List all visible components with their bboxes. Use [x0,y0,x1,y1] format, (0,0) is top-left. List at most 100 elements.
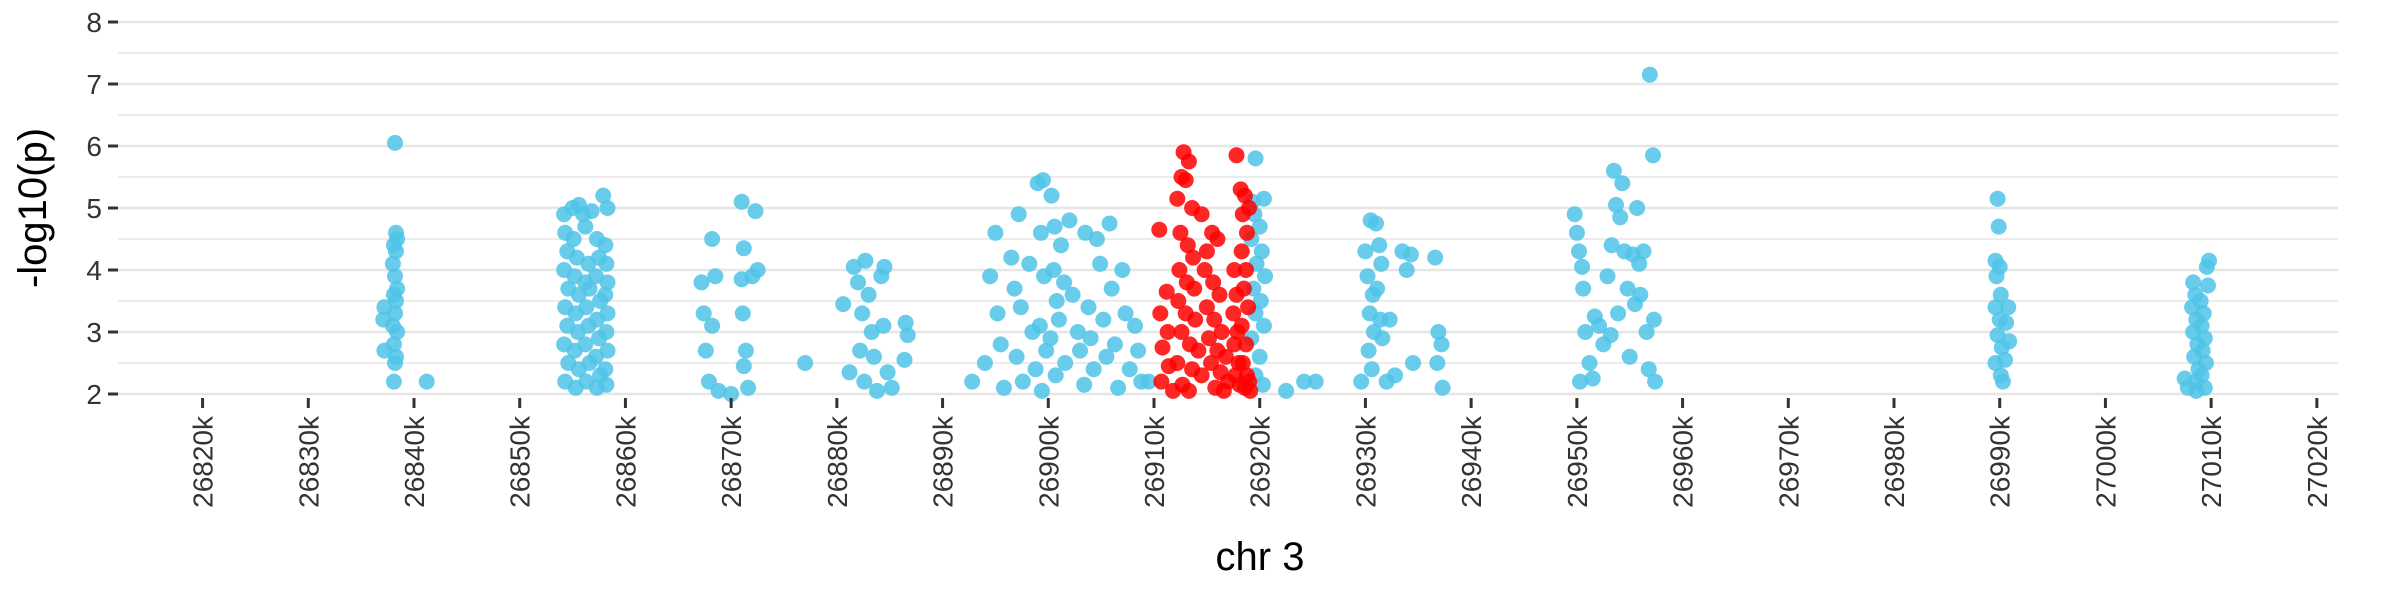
data-point [1307,373,1324,390]
data-point [1238,262,1254,278]
data-point [1110,379,1127,396]
data-point [856,373,873,390]
data-point [1186,280,1203,297]
data-point [857,252,874,269]
data-point [1430,324,1447,340]
data-point [1061,212,1078,229]
data-point [1014,373,1031,390]
data-point [1217,348,1234,365]
data-point [735,240,752,257]
data-point [734,305,751,322]
data-point [1433,336,1450,353]
data-point [1235,280,1252,297]
x-tick-label: 26990k [1985,415,2016,508]
data-point [2193,367,2210,384]
data-point [2001,333,2018,350]
data-point [1114,262,1131,278]
data-point [1010,206,1027,223]
data-point [841,364,858,381]
data-point [707,268,724,285]
x-tick-label: 26890k [928,415,959,508]
data-point [1591,317,1608,334]
data-point [1997,351,2013,368]
data-point [992,336,1009,353]
data-point [1127,317,1143,334]
data-point [1225,305,1242,322]
data-point [1572,373,1588,390]
data-point [385,336,402,353]
data-point [1053,237,1069,254]
data-point [995,379,1012,396]
data-point [1368,215,1384,232]
data-point [2193,317,2210,334]
data-point [384,255,401,272]
x-tick-label: 26860k [610,415,641,508]
data-point [982,268,999,285]
data-point [1095,311,1112,328]
x-tick-label: 26940k [1456,415,1487,508]
data-point [854,305,871,322]
data-point [749,262,766,278]
data-point [1035,172,1051,189]
data-point [1117,305,1134,322]
data-point [598,324,615,340]
data-point [1640,361,1657,378]
data-point [1170,293,1187,309]
data-point [1240,299,1257,316]
data-point [1599,268,1616,285]
data-point [1080,299,1097,316]
data-point [1629,200,1646,216]
data-point [1381,311,1398,328]
data-point [599,342,616,359]
data-point [1056,274,1073,291]
data-point [1121,361,1138,378]
x-tick-label: 27000k [2090,415,2121,508]
data-point [899,327,916,344]
data-point [577,336,594,353]
data-point [987,224,1004,241]
data-point [599,200,616,216]
data-point [1278,382,1295,399]
data-point [578,299,595,316]
data-point [1296,373,1313,390]
data-point [1603,237,1620,254]
data-point [2194,342,2211,359]
data-point [1106,336,1123,353]
data-point [1027,361,1044,378]
data-point [1233,243,1250,260]
data-point [388,293,404,309]
data-point [1038,342,1055,359]
data-point [1575,280,1592,297]
data-point [387,134,403,151]
x-tick-label: 26830k [293,415,324,508]
data-point [2192,293,2209,309]
data-point [1255,190,1272,207]
data-point [1193,367,1210,384]
x-tick-label: 26820k [188,415,219,508]
data-point [1228,147,1245,164]
data-point [710,382,727,399]
data-point [1185,249,1202,266]
data-point [1042,330,1059,347]
data-point [1206,311,1223,328]
data-point [1226,336,1243,353]
data-point [1072,342,1088,359]
data-point [2201,252,2217,269]
y-tick-label: 5 [86,193,102,224]
x-tick-label: 26960k [1668,415,1699,508]
data-point [1234,355,1251,371]
data-point [737,342,754,359]
data-point [989,305,1006,322]
x-tick-label: 26920k [1245,415,1276,508]
data-point [1152,305,1169,322]
data-point [1130,342,1147,359]
data-point [1012,299,1029,316]
x-tick-label: 26970k [1773,415,1804,508]
y-tick-label: 3 [86,317,102,348]
data-point [1638,324,1655,340]
data-point [577,218,594,235]
data-point [1359,268,1376,285]
data-point [1608,196,1624,213]
data-point [1169,190,1186,207]
data-point [695,305,712,322]
